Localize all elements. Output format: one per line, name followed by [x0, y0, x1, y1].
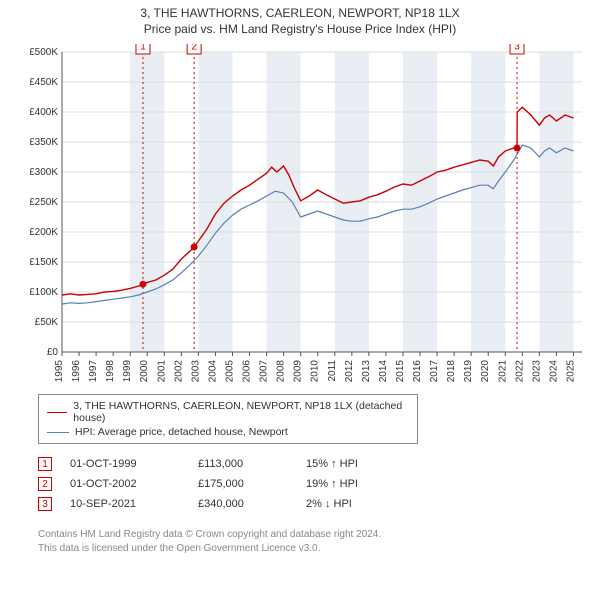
sales-row-date: 01-OCT-1999 — [70, 458, 180, 470]
xtick-label: 1999 — [122, 360, 133, 383]
xtick-label: 2010 — [310, 360, 321, 383]
xtick-label: 2001 — [156, 360, 167, 383]
xtick-label: 2017 — [429, 360, 440, 383]
ytick-label: £300K — [30, 167, 58, 178]
xtick-label: 2020 — [480, 360, 491, 383]
xtick-label: 2005 — [224, 360, 235, 383]
chart-container: 3, THE HAWTHORNS, CAERLEON, NEWPORT, NP1… — [0, 0, 600, 555]
sales-row-marker: 2 — [38, 477, 52, 491]
legend-label: 3, THE HAWTHORNS, CAERLEON, NEWPORT, NP1… — [73, 400, 409, 424]
ytick-label: £200K — [30, 227, 58, 238]
plot-area: £0 £50K £100K £150K £200K £250K £300K £350K £400… — [30, 44, 590, 384]
sales-row-price: £340,000 — [198, 498, 288, 510]
xtick-label: 2009 — [293, 360, 304, 383]
legend: 3, THE HAWTHORNS, CAERLEON, NEWPORT, NP1… — [38, 394, 418, 444]
xtick-label: 2002 — [173, 360, 184, 383]
xtick-label: 2015 — [395, 360, 406, 383]
sales-table: 1 01-OCT-1999 £113,000 15% ↑ HPI 2 01-OCT-200… — [38, 454, 590, 514]
xtick-label: 2003 — [190, 360, 201, 383]
legend-row: HPI: Average price, detached house, Newp… — [47, 425, 409, 439]
ytick-label: £400K — [30, 107, 58, 118]
sale-marker-number: 3 — [514, 44, 520, 53]
xtick-label: 1997 — [88, 360, 99, 383]
xtick-label: 2016 — [412, 360, 423, 383]
xtick-label: 2000 — [139, 360, 150, 383]
legend-swatch — [47, 412, 67, 413]
title-main: 3, THE HAWTHORNS, CAERLEON, NEWPORT, NP1… — [4, 6, 596, 20]
xtick-label: 2008 — [276, 360, 287, 383]
sales-row-delta: 15% ↑ HPI — [306, 458, 406, 470]
ytick-label: £50K — [35, 317, 59, 328]
ytick-label: £250K — [30, 197, 58, 208]
footer-line-2: This data is licensed under the Open Gov… — [38, 542, 590, 556]
sale-point — [191, 244, 198, 251]
xtick-label: 2025 — [565, 360, 576, 383]
chart-titles: 3, THE HAWTHORNS, CAERLEON, NEWPORT, NP1… — [0, 0, 600, 38]
ytick-label: £450K — [30, 77, 58, 88]
sales-row-date: 10-SEP-2021 — [70, 498, 180, 510]
ytick-label: £100K — [30, 287, 58, 298]
sales-row-marker: 3 — [38, 497, 52, 511]
sales-row: 2 01-OCT-2002 £175,000 19% ↑ HPI — [38, 474, 590, 494]
title-sub: Price paid vs. HM Land Registry's House … — [4, 22, 596, 36]
sales-row: 3 10-SEP-2021 £340,000 2% ↓ HPI — [38, 494, 590, 514]
xtick-label: 2023 — [531, 360, 542, 383]
legend-swatch — [47, 432, 69, 433]
xtick-label: 2019 — [463, 360, 474, 383]
legend-label: HPI: Average price, detached house, Newp… — [75, 426, 288, 438]
legend-row: 3, THE HAWTHORNS, CAERLEON, NEWPORT, NP1… — [47, 399, 409, 425]
xtick-label: 2018 — [446, 360, 457, 383]
sales-row-marker: 1 — [38, 457, 52, 471]
sales-row-delta: 2% ↓ HPI — [306, 498, 406, 510]
sales-row-price: £113,000 — [198, 458, 288, 470]
xtick-label: 2013 — [361, 360, 372, 383]
ytick-label: £150K — [30, 257, 58, 268]
ytick-label: £0 — [47, 347, 59, 358]
plot-svg: £0 £50K £100K £150K £200K £250K £300K £350K £400… — [30, 44, 590, 384]
sale-marker-number: 2 — [191, 44, 197, 53]
xtick-label: 2007 — [259, 360, 270, 383]
xtick-label: 1995 — [54, 360, 65, 383]
xtick-label: 2004 — [207, 360, 218, 383]
sale-marker-number: 1 — [140, 44, 146, 53]
xtick-label: 2022 — [514, 360, 525, 383]
sales-row-price: £175,000 — [198, 478, 288, 490]
sale-point — [139, 281, 146, 288]
xtick-label: 2012 — [344, 360, 355, 383]
footer-line-1: Contains HM Land Registry data © Crown c… — [38, 528, 590, 542]
xtick-label: 2006 — [242, 360, 253, 383]
sales-row-date: 01-OCT-2002 — [70, 478, 180, 490]
ytick-label: £350K — [30, 137, 58, 148]
xtick-label: 2024 — [548, 360, 559, 383]
xtick-label: 2021 — [497, 360, 508, 383]
xtick-label: 1998 — [105, 360, 116, 383]
footer: Contains HM Land Registry data © Crown c… — [38, 528, 590, 555]
xtick-label: 2011 — [327, 360, 338, 382]
sales-row: 1 01-OCT-1999 £113,000 15% ↑ HPI — [38, 454, 590, 474]
sale-point — [514, 145, 521, 152]
xtick-label: 2014 — [378, 360, 389, 383]
xtick-label: 1996 — [71, 360, 82, 383]
sales-row-delta: 19% ↑ HPI — [306, 478, 406, 490]
ytick-label: £500K — [30, 47, 58, 58]
